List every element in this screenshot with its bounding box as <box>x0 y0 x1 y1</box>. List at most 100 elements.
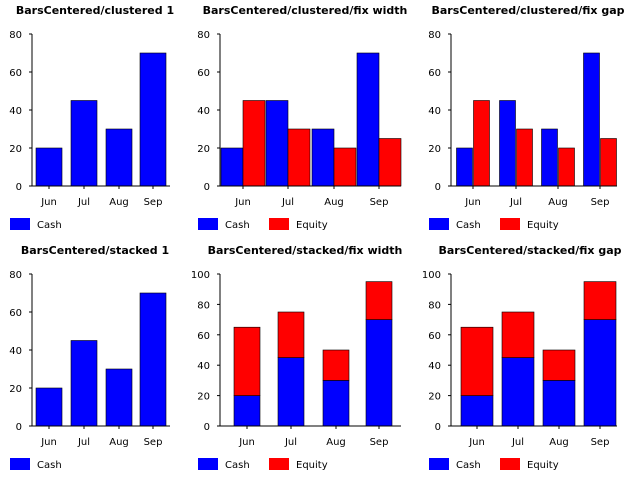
x-tick-label: Sep <box>144 197 163 208</box>
legend-swatch-cash <box>198 218 218 230</box>
x-tick-label: Jun <box>468 437 485 448</box>
bar-cash <box>311 128 335 187</box>
legend-label-cash: Cash <box>225 460 250 471</box>
legend-swatch-equity <box>500 218 520 230</box>
bar-equity <box>460 326 494 396</box>
bar-equity <box>233 326 261 396</box>
y-tick-label: 80 <box>9 270 22 281</box>
y-tick-label: 20 <box>428 144 441 155</box>
legend-swatch-cash <box>429 218 449 230</box>
x-tick-label: Sep <box>591 437 610 448</box>
bar-cash <box>365 319 393 427</box>
legend-swatch-cash <box>198 458 218 470</box>
legend-swatch-equity <box>269 458 289 470</box>
x-tick-label: Jul <box>509 197 522 208</box>
y-tick-label: 60 <box>9 308 22 319</box>
chart-panel: BarsCentered/clustered 1 Jun Jul Aug Sep 0 20 4… <box>9 4 174 231</box>
bar-equity <box>583 281 617 320</box>
bar-cash <box>501 357 535 427</box>
y-tick-label: 40 <box>197 361 210 372</box>
legend-swatch-cash <box>10 458 30 470</box>
y-tick-label: 40 <box>9 106 22 117</box>
y-tick-label: 20 <box>9 384 22 395</box>
x-tick-label: Jun <box>40 437 57 448</box>
legend-label-equity: Equity <box>527 220 559 231</box>
bar-cash <box>105 368 133 427</box>
x-tick-label: Jul <box>511 437 524 448</box>
y-tick-label: 60 <box>197 68 210 79</box>
bar-cash <box>35 147 63 187</box>
y-tick-label: 80 <box>197 300 210 311</box>
y-tick-label: 40 <box>428 106 441 117</box>
legend-label-equity: Equity <box>527 460 559 471</box>
bar-cash <box>456 147 473 187</box>
bar-equity <box>542 349 576 381</box>
x-tick-label: Jul <box>77 437 90 448</box>
bar-equity <box>501 311 535 358</box>
bar-cash <box>322 380 350 427</box>
chart-panel: BarsCentered/stacked/fix gap Jun Jul Aug Sep… <box>422 244 622 471</box>
y-tick-label: 80 <box>197 30 210 41</box>
bar-cash <box>233 395 261 427</box>
bar-cash <box>460 395 494 427</box>
y-tick-label: 0 <box>16 182 22 193</box>
legend-label-cash: Cash <box>225 220 250 231</box>
y-tick-label: 100 <box>191 270 210 281</box>
bar-equity <box>516 128 533 187</box>
chart-title: BarsCentered/clustered/fix width <box>203 4 408 17</box>
bar-equity <box>600 138 617 187</box>
bar-cash <box>139 52 167 187</box>
y-tick-label: 0 <box>204 422 210 433</box>
legend-swatch-cash <box>10 218 30 230</box>
bar-equity <box>242 100 266 187</box>
bar-cash <box>220 147 244 187</box>
chart-title: BarsCentered/clustered 1 <box>16 4 174 17</box>
y-tick-label: 20 <box>9 144 22 155</box>
legend-label-cash: Cash <box>456 220 481 231</box>
y-tick-label: 40 <box>9 346 22 357</box>
x-tick-label: Jun <box>464 197 481 208</box>
bar-cash <box>541 128 558 187</box>
legend-swatch-equity <box>269 218 289 230</box>
y-tick-label: 60 <box>428 331 441 342</box>
y-tick-label: 0 <box>435 182 441 193</box>
bar-cash <box>70 340 98 427</box>
legend-label-equity: Equity <box>296 460 328 471</box>
bar-cash <box>583 319 617 427</box>
bar-cash <box>105 128 133 187</box>
bar-equity <box>365 281 393 320</box>
x-tick-label: Jul <box>281 197 294 208</box>
x-tick-label: Sep <box>370 437 389 448</box>
chart-panel: BarsCentered/clustered/fix width Jun Jul Au… <box>197 4 407 231</box>
y-tick-label: 80 <box>428 300 441 311</box>
y-tick-label: 60 <box>9 68 22 79</box>
y-tick-label: 0 <box>435 422 441 433</box>
y-tick-label: 100 <box>422 270 441 281</box>
y-tick-label: 20 <box>428 392 441 403</box>
y-tick-label: 80 <box>428 30 441 41</box>
bar-cash <box>139 292 167 427</box>
x-tick-label: Aug <box>109 197 129 208</box>
bar-cash <box>35 387 63 427</box>
chart-title: BarsCentered/clustered/fix gap <box>431 4 624 17</box>
legend-label-cash: Cash <box>37 460 62 471</box>
chart-title: BarsCentered/stacked/fix width <box>208 244 403 257</box>
y-tick-label: 40 <box>197 106 210 117</box>
bar-cash <box>583 52 600 187</box>
bar-cash <box>265 100 289 187</box>
chart-panel: BarsCentered/stacked 1 Jun Jul Aug Sep 0 20 40 6… <box>9 244 170 471</box>
x-tick-label: Aug <box>326 437 346 448</box>
y-tick-label: 20 <box>197 144 210 155</box>
bar-equity <box>287 128 311 187</box>
chart-panel: BarsCentered/clustered/fix gap Jun Jul Aug S… <box>428 4 624 231</box>
x-tick-label: Aug <box>109 437 129 448</box>
x-tick-label: Aug <box>549 437 569 448</box>
bar-equity <box>558 147 575 187</box>
bar-equity <box>333 147 357 187</box>
chart-panel: BarsCentered/stacked/fix width Jun Jul Aug S… <box>191 244 402 471</box>
bar-equity <box>322 349 350 381</box>
y-tick-label: 0 <box>204 182 210 193</box>
chart-title: BarsCentered/stacked/fix gap <box>438 244 621 257</box>
y-tick-label: 0 <box>16 422 22 433</box>
